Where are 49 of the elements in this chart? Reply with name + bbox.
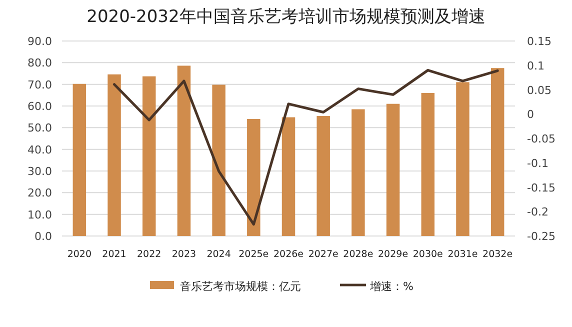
y-tick-label: 10.0 [28, 208, 52, 222]
x-tick-label: 2029e [378, 249, 408, 260]
y-tick-label: 50.0 [28, 122, 52, 135]
x-tick-label: 2028e [343, 249, 374, 260]
x-tick-label: 2027e [308, 249, 339, 260]
bar [456, 82, 470, 236]
bar [352, 109, 365, 236]
y2-tick-label: 0.1 [527, 59, 544, 72]
chart-title: 2020-2032年中国音乐艺考培训市场规模预测及增速 [86, 7, 486, 27]
legend-label: 音乐艺考市场规模：亿元 [180, 280, 301, 293]
x-tick-label: 2032e [482, 249, 513, 260]
y-tick-label: 30.0 [28, 165, 52, 178]
bar [421, 93, 435, 236]
line-series [112, 68, 499, 226]
y2-tick-label: 0 [527, 108, 534, 122]
bar [247, 119, 260, 236]
bar [386, 104, 400, 236]
y-tick-label: 40.0 [28, 143, 52, 156]
y-tick-label: 70.0 [28, 78, 52, 92]
bar [316, 116, 330, 236]
bar [142, 76, 156, 236]
x-tick-label: 2024 [206, 249, 231, 260]
y2-tick-label: -0.15 [527, 181, 556, 194]
y2-tick-label: -0.25 [527, 230, 556, 243]
y-tick-label: 90.0 [28, 35, 52, 48]
y2-tick-label: 0.05 [527, 84, 552, 97]
x-tick-label: 2020 [67, 249, 92, 260]
legend-label: 增速：% [369, 280, 414, 293]
y2-tick-label: 0.15 [527, 35, 552, 48]
bar [212, 84, 226, 236]
x-tick-label: 2025e [238, 249, 269, 260]
x-tick-label: 2031e [448, 249, 478, 260]
x-tick-label: 2022 [137, 249, 162, 260]
bar [490, 68, 504, 236]
bar [177, 66, 191, 236]
x-tick-label: 2030e [412, 249, 444, 260]
bar [108, 74, 121, 236]
x-tick-label: 2023 [172, 249, 196, 260]
x-tick-label: 2021 [102, 249, 126, 260]
y-tick-label: 80.0 [28, 56, 52, 70]
bar [72, 84, 86, 236]
y-tick-label: 0.0 [34, 230, 52, 243]
y2-tick-label: -0.05 [527, 132, 556, 146]
bar [282, 117, 296, 236]
y-tick-label: 20.0 [28, 186, 52, 200]
y2-tick-label: -0.1 [527, 156, 548, 170]
x-tick-label: 2026e [273, 249, 304, 260]
y-tick-label: 60.0 [28, 100, 52, 113]
y2-tick-label: -0.2 [527, 206, 548, 219]
